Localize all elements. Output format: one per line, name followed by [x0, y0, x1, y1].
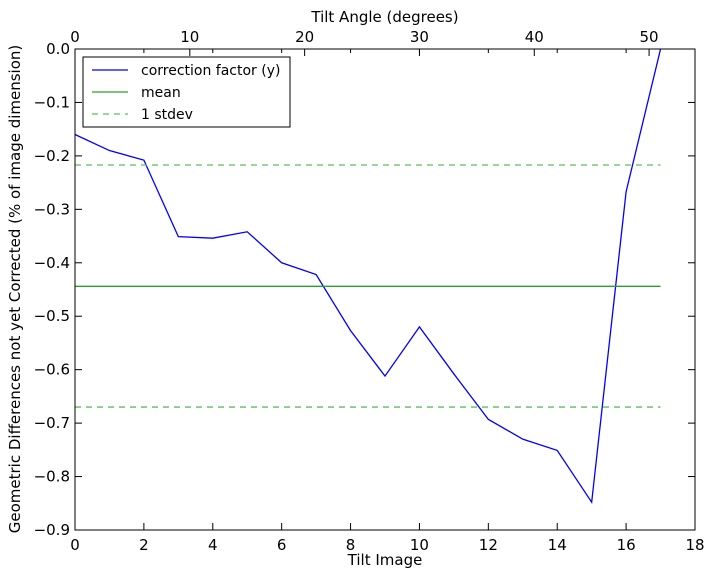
x2-tick-label: 20: [295, 28, 314, 46]
legend-label-stdev: 1 stdev: [141, 107, 193, 123]
y-tick-label: −0.2: [34, 147, 70, 165]
x-tick-label: 16: [617, 536, 636, 554]
x-tick-label: 2: [139, 536, 149, 554]
y-tick-label: −0.6: [34, 361, 70, 379]
series-line-0: [74, 48, 662, 505]
x2-tick-label: 40: [525, 28, 544, 46]
x2-tick-label: 30: [410, 28, 429, 46]
y-tick-label: −0.7: [34, 414, 70, 432]
y-tick-label: −0.8: [34, 468, 70, 486]
x-tick-label: 6: [277, 536, 287, 554]
x-axis-title: Tilt Image: [347, 551, 423, 569]
legend-label-mean: mean: [141, 85, 181, 101]
y-tick-label: −0.5: [34, 307, 70, 325]
x-tick-label: 4: [208, 536, 218, 554]
y-axis-title: Geometric Differences not yet Corrected …: [6, 45, 24, 534]
x2-tick-label: 10: [180, 28, 199, 46]
y-tick-label: 0.0: [46, 40, 70, 58]
x-tick-label: 0: [70, 536, 80, 554]
x2-tick-label: 50: [640, 28, 659, 46]
ticks-layer: 0 2 4 6 8 10 12 14 16 18 0 10 20 30 40 50 0.0 −0.1 −0.2 −0.…: [34, 28, 705, 554]
y-tick-label: −0.3: [34, 200, 70, 218]
series-layer: [74, 48, 662, 505]
x2-tick-label: 0: [70, 28, 80, 46]
legend-label-correction: correction factor (y): [141, 63, 280, 79]
top-axis-title: Tilt Angle (degrees): [310, 8, 458, 26]
x-tick-label: 10: [410, 536, 429, 554]
y-tick-label: −0.4: [34, 254, 70, 272]
legend: correction factor (y) mean 1 stdev: [82, 56, 291, 128]
x-tick-label: 12: [479, 536, 498, 554]
y-tick-label: −0.9: [34, 521, 70, 539]
x-tick-label: 18: [685, 536, 704, 554]
x-tick-label: 14: [548, 536, 567, 554]
x-tick-label: 8: [346, 536, 356, 554]
plot-frame: [74, 48, 696, 531]
y-tick-label: −0.1: [34, 93, 70, 111]
